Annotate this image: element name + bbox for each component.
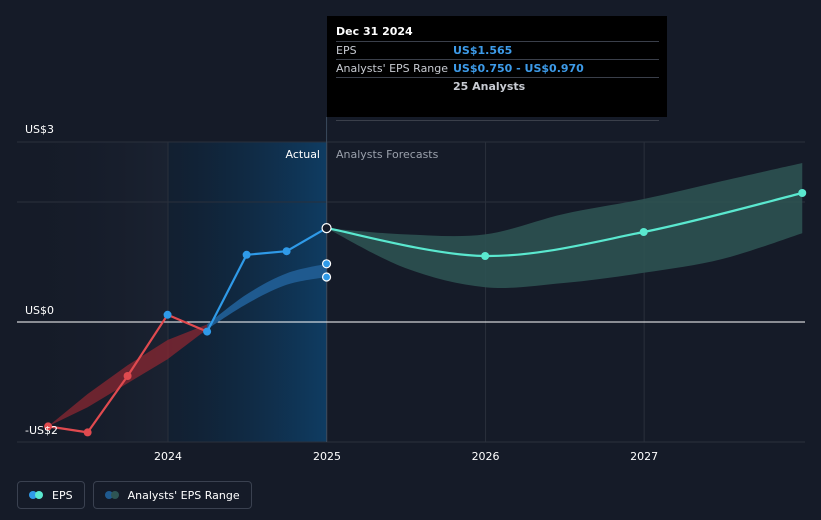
legend-range-icon (104, 491, 121, 499)
tooltip-range-label: Analysts' EPS Range (336, 62, 449, 75)
eps-line-forecast (326, 191, 803, 258)
range-band-past-blue (207, 263, 327, 330)
eps-line-actual (206, 227, 328, 333)
actual-region (168, 142, 327, 442)
x-axis-ticks: 2024 2025 2026 2027 (154, 450, 658, 463)
forecast-point-2027-12-31 (798, 189, 807, 197)
forecast-point-2026-12-31 (639, 228, 648, 236)
eps-point-2023-03-31 (44, 422, 53, 431)
actual-region-label: Actual (286, 148, 320, 161)
y-label-top: US$3 (25, 123, 54, 136)
x-tick-2026: 2026 (472, 450, 500, 463)
x-tick-2024: 2024 (154, 450, 182, 463)
forecast-region-label: Analysts Forecasts (336, 148, 439, 161)
eps-point-2024-12-31 (321, 223, 332, 234)
legend: EPS Analysts' EPS Range (17, 481, 252, 509)
tooltip-range-row: Analysts' EPS Range US$0.750 - US$0.970 (336, 59, 659, 77)
forecast-point-2025-12-31 (481, 252, 490, 260)
y-label-bottom: -US$2 (25, 424, 58, 437)
legend-eps[interactable]: EPS (17, 481, 85, 509)
tooltip: Dec 31 2024 EPS US$1.565 Analysts' EPS R… (327, 16, 667, 121)
legend-eps-label: EPS (52, 488, 73, 502)
eps-point-2024-09-30 (282, 247, 291, 256)
consensus-marker-0 (321, 259, 332, 269)
tooltip-analysts-count: 25 Analysts (453, 80, 526, 93)
eps-point-2024-03-31 (203, 327, 212, 336)
legend-analysts-range[interactable]: Analysts' EPS Range (92, 481, 252, 509)
x-tick-2027: 2027 (630, 450, 658, 463)
axis-labels: US$3 US$0 -US$2 Actual Analysts Forecast… (25, 123, 439, 437)
tooltip-analysts-row: 25 Analysts (336, 77, 659, 121)
eps-point-2023-09-30 (123, 372, 132, 380)
eps-point-2023-12-31 (163, 310, 172, 319)
x-tick-2025: 2025 (313, 450, 341, 463)
tooltip-date: Dec 31 2024 (336, 25, 413, 38)
consensus-marker-1 (321, 272, 332, 282)
range-band-forecast (326, 163, 803, 288)
eps-points (44, 189, 807, 437)
eps-point-2024-06-30 (242, 250, 251, 259)
tooltip-eps-label: EPS (336, 44, 357, 57)
eps-chart: US$3 US$0 -US$2 Actual Analysts Forecast… (17, 117, 807, 463)
tooltip-eps-value: US$1.565 (453, 44, 513, 57)
tooltip-range-value: US$0.750 - US$0.970 (453, 62, 584, 75)
legend-eps-icon (29, 491, 45, 499)
eps-point-2023-06-30 (83, 428, 92, 437)
legend-range-label: Analysts' EPS Range (127, 488, 240, 502)
tooltip-eps-row: EPS US$1.565 (336, 41, 659, 59)
y-label-zero: US$0 (25, 304, 54, 317)
